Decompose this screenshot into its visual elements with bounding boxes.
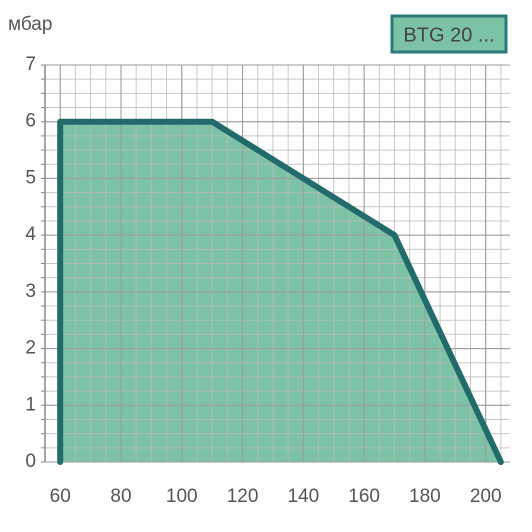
area-line [57,118,504,465]
x-tick-label: 160 [348,486,380,507]
y-tick-label: 6 [25,111,36,132]
y-axis-label: мбар [8,14,52,35]
x-tick-label: 60 [50,486,71,507]
y-tick-label: 2 [25,338,36,359]
legend-label: BTG 20 ... [403,24,494,46]
y-tick-label: 1 [25,394,36,415]
x-tick-label: 100 [166,486,198,507]
x-tick-label: 120 [227,486,259,507]
x-tick-label: 200 [470,486,502,507]
y-tick-label: 3 [25,281,36,302]
y-tick-label: 0 [25,451,36,472]
legend-box [390,14,508,54]
y-tick-label: 4 [25,224,36,245]
y-tick-label: 5 [25,167,36,188]
x-tick-label: 80 [110,486,131,507]
x-tick-label: 180 [409,486,441,507]
y-tick-label: 7 [25,54,36,75]
x-tick-label: 140 [287,486,319,507]
